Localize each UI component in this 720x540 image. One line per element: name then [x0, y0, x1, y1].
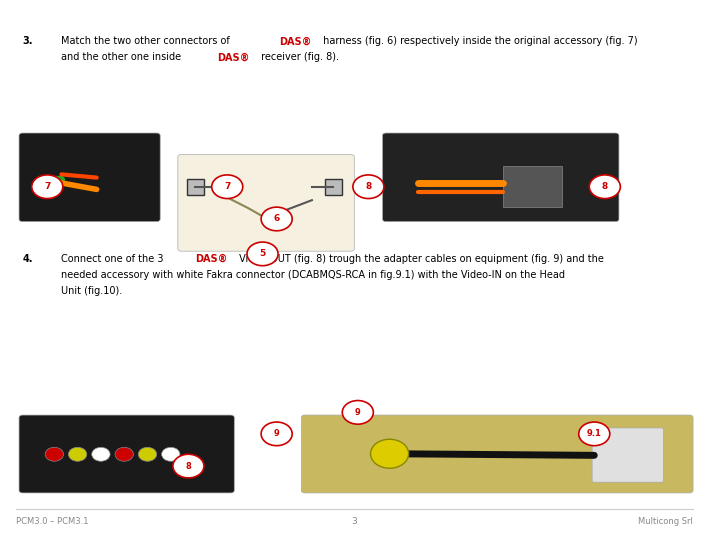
Text: 5: 5	[259, 249, 266, 258]
Text: Multicong Srl: Multicong Srl	[638, 517, 693, 526]
Circle shape	[342, 401, 374, 424]
Circle shape	[589, 175, 621, 199]
Circle shape	[371, 439, 409, 468]
Text: 8: 8	[186, 462, 192, 470]
Circle shape	[261, 422, 292, 446]
Text: Connect one of the 3: Connect one of the 3	[61, 254, 167, 264]
Text: 8: 8	[365, 182, 372, 191]
Text: 9: 9	[274, 429, 279, 438]
Text: 8: 8	[602, 182, 608, 191]
Circle shape	[161, 447, 180, 461]
FancyBboxPatch shape	[187, 179, 204, 195]
Text: Unit (fig.10).: Unit (fig.10).	[61, 286, 122, 296]
Text: 3.: 3.	[22, 36, 33, 46]
Text: 7: 7	[44, 182, 50, 191]
Circle shape	[138, 447, 157, 461]
FancyBboxPatch shape	[592, 428, 663, 482]
FancyBboxPatch shape	[178, 154, 354, 251]
Text: Match the two other connectors of: Match the two other connectors of	[61, 36, 233, 46]
Text: DAS®: DAS®	[217, 52, 250, 63]
Circle shape	[68, 447, 87, 461]
Text: receiver (fig. 8).: receiver (fig. 8).	[258, 52, 339, 63]
Text: 3: 3	[351, 517, 357, 526]
Text: Video-OUT (fig. 8) trough the adapter cables on equipment (fig. 9) and the: Video-OUT (fig. 8) trough the adapter ca…	[236, 254, 604, 264]
Circle shape	[353, 175, 384, 199]
Circle shape	[247, 242, 278, 266]
FancyBboxPatch shape	[302, 415, 693, 493]
Text: needed accessory with white Fakra connector (DCABMQS-RCA in fig.9.1) with the Vi: needed accessory with white Fakra connec…	[61, 270, 565, 280]
Circle shape	[261, 207, 292, 231]
Text: 9: 9	[355, 408, 361, 417]
FancyBboxPatch shape	[325, 179, 341, 195]
Circle shape	[115, 447, 133, 461]
FancyBboxPatch shape	[503, 166, 562, 207]
Circle shape	[45, 447, 63, 461]
FancyBboxPatch shape	[382, 133, 619, 221]
FancyBboxPatch shape	[19, 415, 234, 493]
Text: 9.1: 9.1	[587, 429, 602, 438]
Text: and the other one inside: and the other one inside	[61, 52, 184, 63]
Circle shape	[173, 454, 204, 478]
Text: 7: 7	[224, 182, 230, 191]
Circle shape	[91, 447, 110, 461]
Text: DAS®: DAS®	[279, 36, 311, 46]
Text: PCM3.0 – PCM3.1: PCM3.0 – PCM3.1	[16, 517, 88, 526]
Circle shape	[212, 175, 243, 199]
Text: 4.: 4.	[22, 254, 33, 264]
Text: DAS®: DAS®	[195, 254, 228, 264]
Circle shape	[32, 175, 63, 199]
Circle shape	[579, 422, 610, 446]
Text: harness (fig. 6) respectively inside the original accessory (fig. 7): harness (fig. 6) respectively inside the…	[320, 36, 637, 46]
FancyBboxPatch shape	[19, 133, 160, 221]
Text: 6: 6	[274, 214, 280, 224]
